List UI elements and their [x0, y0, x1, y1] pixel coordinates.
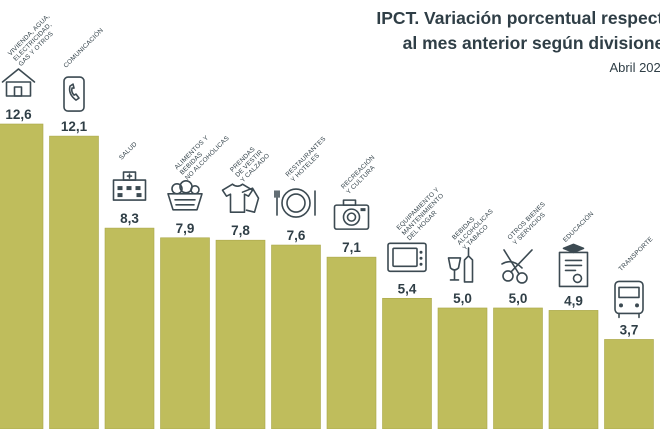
category-label-6: RECREACIÓNY CULTURA: [339, 153, 382, 196]
bar-8: [437, 307, 488, 429]
value-label-11: 3,7: [620, 322, 639, 337]
bar-2: [104, 227, 155, 429]
value-label-8: 5,0: [453, 291, 472, 306]
hospital-icon: [112, 171, 147, 201]
category-label-0: VIVIENDA, AGUA,ELECTRICIDAD,GAS Y OTROS: [7, 13, 62, 68]
category-label-3: ALIMENTOS YBEBIDASNO ALCOHÓLICAS: [173, 124, 230, 181]
chart-date: Abril 2024: [609, 60, 660, 75]
bar-0: [0, 123, 44, 429]
bar-6: [326, 256, 377, 429]
category-label-2: SALUD: [118, 141, 139, 162]
category-label-8: BEBIDASALCOHÓLICASY TABACO: [451, 203, 500, 252]
value-label-4: 7,8: [231, 223, 250, 238]
phone-icon: [63, 76, 85, 112]
chart-title: IPCT. Variación porcentual respecto al m…: [254, 6, 660, 56]
category-label-4: PRENDASDE VESTIRY CALZADO: [229, 142, 271, 184]
clothing-icon: [221, 183, 260, 213]
bar-9: [493, 307, 543, 429]
chart-title-line-2: al mes anterior según divisiones: [402, 33, 660, 53]
bar-11: [604, 339, 654, 429]
category-label-11: TRANSPORTE: [617, 236, 654, 273]
category-label-1: COMUNICACIÓN: [61, 25, 105, 69]
value-label-7: 5,4: [398, 281, 417, 296]
value-label-9: 5,0: [509, 291, 528, 306]
category-label-10: EDUCACIÓN: [561, 209, 596, 244]
plate-icon: [274, 188, 316, 218]
food-basket-icon: [167, 179, 203, 211]
bar-5: [271, 244, 321, 429]
value-label-10: 4,9: [564, 293, 583, 308]
category-label-9: OTROS BIENESY SERVICIOS: [506, 201, 552, 247]
value-label-0: 12,6: [5, 107, 32, 122]
value-label-1: 12,1: [61, 119, 88, 134]
bar-10: [548, 310, 599, 429]
bar-7: [382, 297, 432, 429]
camera-icon: [333, 199, 370, 230]
house-icon: [1, 68, 36, 97]
category-label-5: RESTAURANTESY HOTELES: [284, 135, 332, 183]
bottle-glass-icon: [447, 247, 474, 283]
scissors-icon: [501, 249, 533, 284]
category-label-7: EQUIPAMIENTO YMANTENIMIENTODEL HOGAR: [395, 186, 451, 242]
chart-title-line-1: IPCT. Variación porcentual respecto: [376, 8, 660, 28]
microwave-icon: [387, 242, 427, 273]
bar-3: [160, 237, 210, 429]
value-label-5: 7,6: [287, 228, 306, 243]
bar-4: [215, 239, 266, 429]
value-label-2: 8,3: [120, 211, 139, 226]
bus-icon: [614, 280, 644, 319]
value-label-3: 7,9: [176, 221, 195, 236]
diploma-icon: [558, 243, 589, 288]
value-label-6: 7,1: [342, 240, 361, 255]
bar-1: [49, 135, 99, 429]
